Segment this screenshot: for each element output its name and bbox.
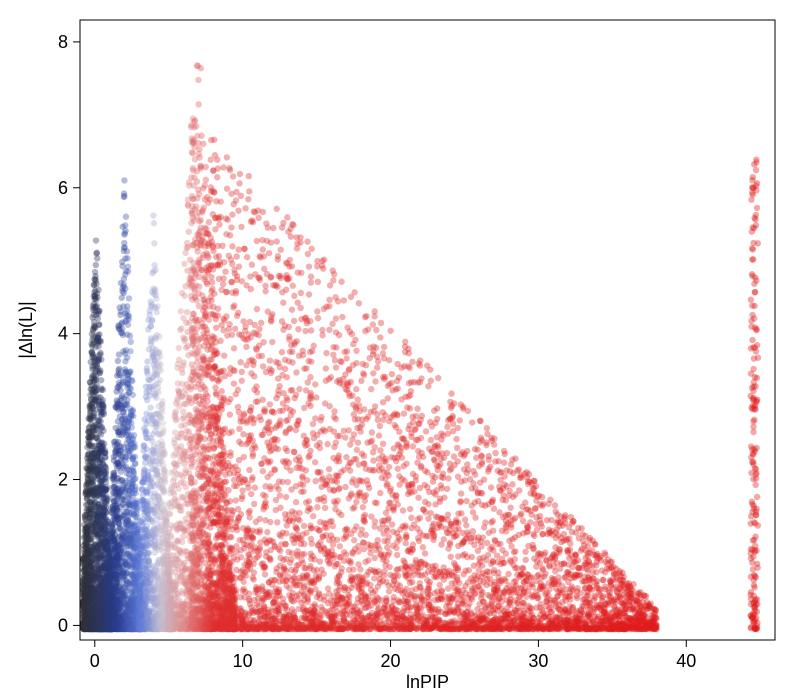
y-tick-label: 2 xyxy=(58,470,68,490)
x-tick-label: 20 xyxy=(381,651,401,671)
x-tick-label: 10 xyxy=(233,651,253,671)
x-tick-label: 30 xyxy=(528,651,548,671)
x-axis-label: lnPIP xyxy=(406,672,449,692)
y-tick-label: 4 xyxy=(58,324,68,344)
y-tick-label: 6 xyxy=(58,178,68,198)
scatter-chart-container: 0 10 20 30 40 lnPIP 0 2 4 6 8 |Δln(L)| xyxy=(0,0,800,700)
y-axis-label: |Δln(L)| xyxy=(16,301,36,358)
y-tick-label: 8 xyxy=(58,32,68,52)
x-tick-label: 0 xyxy=(90,651,100,671)
y-tick-label: 0 xyxy=(58,615,68,635)
scatter-chart: 0 10 20 30 40 lnPIP 0 2 4 6 8 |Δln(L)| xyxy=(0,0,800,700)
x-tick-label: 40 xyxy=(676,651,696,671)
